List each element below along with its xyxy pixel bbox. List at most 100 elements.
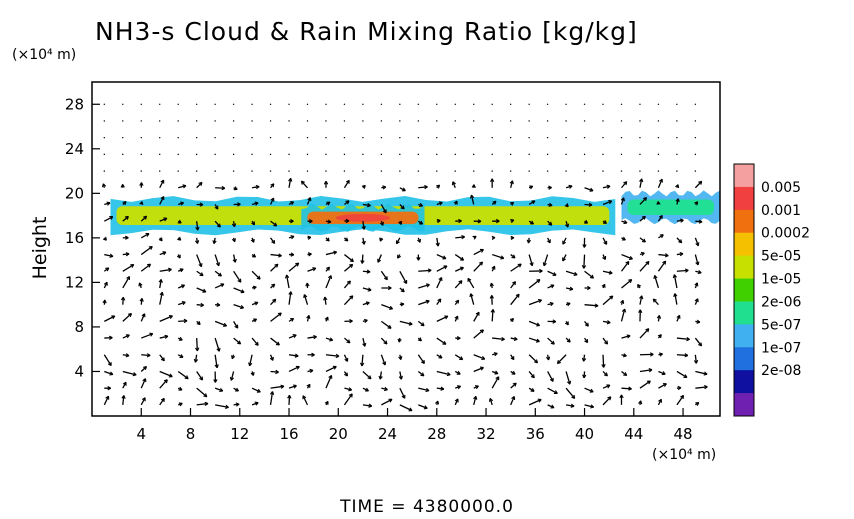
wind-arrowhead	[105, 395, 110, 400]
wind-arrowhead	[195, 226, 200, 231]
wind-arrow	[194, 354, 198, 363]
wind-arrowhead	[425, 387, 430, 393]
wind-arrowhead	[656, 201, 661, 205]
wind-arrowhead	[280, 384, 285, 389]
wind-arrow	[140, 366, 147, 372]
wind-arrow	[562, 254, 567, 262]
cloud-band-peak	[335, 213, 390, 222]
wind-arrowhead	[531, 200, 536, 205]
wind-arrow	[491, 309, 494, 322]
wind-dot	[509, 153, 512, 156]
wind-arrowhead	[305, 282, 310, 287]
wind-arrowhead	[536, 279, 541, 284]
wind-arrowhead	[571, 394, 576, 399]
wind-dot	[454, 136, 456, 139]
colorbar-label: 1e-07	[761, 340, 801, 356]
wind-dot	[288, 103, 290, 105]
wind-dot	[473, 170, 475, 172]
wind-arrow	[248, 354, 253, 367]
wind-dot	[232, 170, 235, 172]
wind-arrow	[399, 371, 403, 380]
wind-arrow	[510, 281, 517, 289]
wind-arrowhead	[325, 237, 330, 242]
wind-dot	[159, 170, 161, 172]
y-tick-label: 20	[65, 184, 84, 202]
wind-arrowhead	[270, 183, 275, 188]
wind-arrowhead	[675, 198, 680, 203]
wind-arrow	[251, 185, 260, 189]
wind-arrow	[418, 269, 432, 272]
x-tick-label: 8	[186, 425, 196, 443]
wind-arrow	[454, 254, 464, 261]
wind-arrowhead	[101, 183, 107, 188]
wind-arrowhead	[662, 383, 667, 387]
wind-arrowhead	[658, 178, 663, 183]
wind-arrowhead	[529, 185, 534, 190]
wind-arrowhead	[102, 236, 107, 241]
wind-arrowhead	[565, 223, 570, 228]
wind-arrow	[639, 380, 651, 389]
wind-arrowhead	[549, 301, 554, 307]
y-axis-label: Height	[29, 217, 51, 280]
wind-arrowhead	[348, 393, 353, 398]
wind-arrowhead	[501, 336, 505, 342]
wind-arrow	[300, 180, 308, 189]
wind-arrow	[455, 236, 465, 239]
wind-arrow	[473, 248, 484, 256]
wind-arrow	[676, 269, 689, 272]
wind-arrow	[584, 187, 594, 192]
wind-arrow	[658, 253, 669, 257]
wind-arrowhead	[181, 301, 186, 306]
wind-dot	[657, 153, 660, 156]
wind-arrow	[584, 270, 594, 279]
cloud-layer	[110, 190, 720, 236]
wind-arrow	[325, 375, 333, 389]
wind-arrowhead	[109, 253, 114, 258]
wind-arrow	[362, 221, 365, 230]
wind-arrow	[491, 295, 493, 305]
wind-arrowhead	[382, 361, 387, 366]
wind-arrowhead	[401, 394, 406, 399]
wind-arrowhead	[457, 385, 462, 390]
wind-arrowhead	[309, 368, 314, 374]
wind-arrow	[379, 371, 383, 380]
wind-arrow	[159, 379, 168, 389]
y-tick-label: 4	[74, 362, 84, 380]
wind-dot	[639, 153, 641, 156]
wind-dot	[325, 136, 327, 139]
wind-dot	[417, 170, 420, 172]
wind-arrowhead	[479, 248, 484, 253]
wind-arrow	[602, 270, 613, 274]
colorbar-swatch	[734, 255, 754, 280]
wind-arrow	[528, 398, 542, 406]
wind-arrow	[602, 354, 605, 368]
wind-dot	[436, 120, 438, 122]
wind-dot	[694, 120, 697, 122]
wind-arrowhead	[490, 178, 495, 182]
wind-arrowhead	[400, 288, 405, 293]
wind-arrowhead	[127, 312, 133, 317]
wind-arrowhead	[234, 387, 239, 392]
wind-dot	[325, 103, 327, 105]
wind-dot	[565, 153, 567, 156]
wind-arrowhead	[570, 403, 575, 408]
colorbar-swatch	[734, 324, 754, 348]
wind-arrowhead	[646, 380, 651, 385]
wind-arrowhead	[397, 338, 402, 343]
wind-vectors	[101, 103, 708, 412]
wind-arrow	[325, 354, 340, 357]
wind-arrow	[196, 387, 208, 398]
wind-arrowhead	[695, 242, 700, 247]
wind-arrow	[251, 270, 261, 280]
wind-arrow	[528, 320, 540, 327]
wind-arrow	[122, 297, 124, 305]
wind-dot	[195, 136, 198, 139]
wind-arrow	[399, 320, 413, 325]
wind-arrow	[584, 404, 594, 408]
wind-arrowhead	[163, 217, 168, 222]
wind-arrowhead	[640, 251, 645, 256]
wind-arrow	[270, 263, 279, 272]
wind-arrow	[639, 215, 646, 222]
wind-arrow	[547, 371, 554, 382]
wind-arrowhead	[387, 285, 392, 291]
